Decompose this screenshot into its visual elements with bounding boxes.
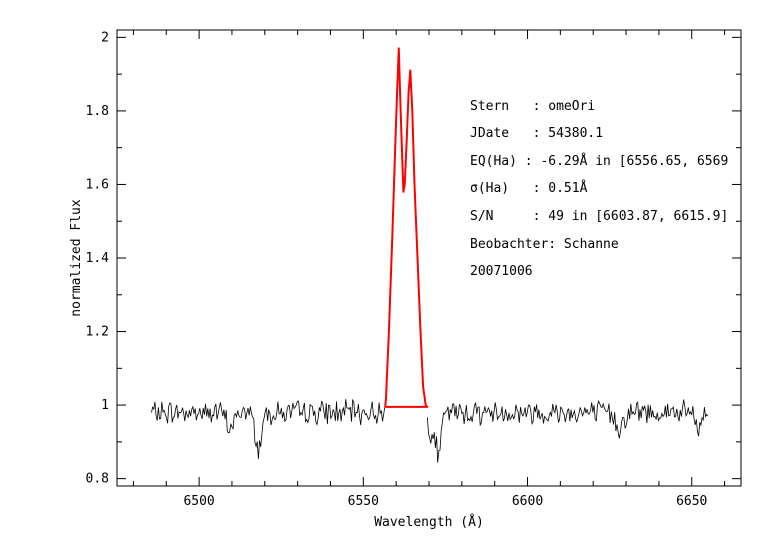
y-tick-label: 1.4 [86,251,110,266]
annotation-block: Stern : omeOri JDate : 54380.1 EQ(Ha) : … [470,99,728,279]
x-tick-label: 6500 [183,494,214,509]
annotation-star: Stern : omeOri [470,99,595,114]
x-tick-label: 6600 [512,494,543,509]
annotation-observer: Beobachter: Schanne [470,237,619,252]
series-spectrum [427,399,709,463]
y-tick-label: 1.6 [86,177,109,192]
y-tick-label: 0.8 [86,472,109,487]
series-h-alpha-emission [384,47,429,408]
annotation-jdate: JDate : 54380.1 [470,126,603,141]
y-tick-label: 1 [101,398,109,413]
series-spectrum [151,398,386,460]
x-axis-label: Wavelength (Å) [374,514,484,530]
y-tick-label: 1.2 [86,325,109,340]
x-tick-label: 6550 [348,494,379,509]
annotation-snr: S/N : 49 in [6603.87, 6615.9] [470,209,728,224]
y-tick-label: 2 [101,30,109,45]
y-tick-label: 1.8 [86,104,109,119]
annotation-eq-width: EQ(Ha) : -6.29Å in [6556.65, 6569 [470,153,728,169]
annotation-sigma: σ(Ha) : 0.51Å [470,180,588,196]
y-axis-label: normalized Flux [69,199,84,317]
y-axis-ticks: 0.8 1 1.2 1.4 1.6 1.8 2 [86,30,741,487]
annotation-date: 20071006 [470,264,533,279]
series-layer [151,47,709,463]
x-tick-label: 6650 [676,494,707,509]
x-axis-ticks: 6500 6550 6600 6650 [132,30,726,509]
